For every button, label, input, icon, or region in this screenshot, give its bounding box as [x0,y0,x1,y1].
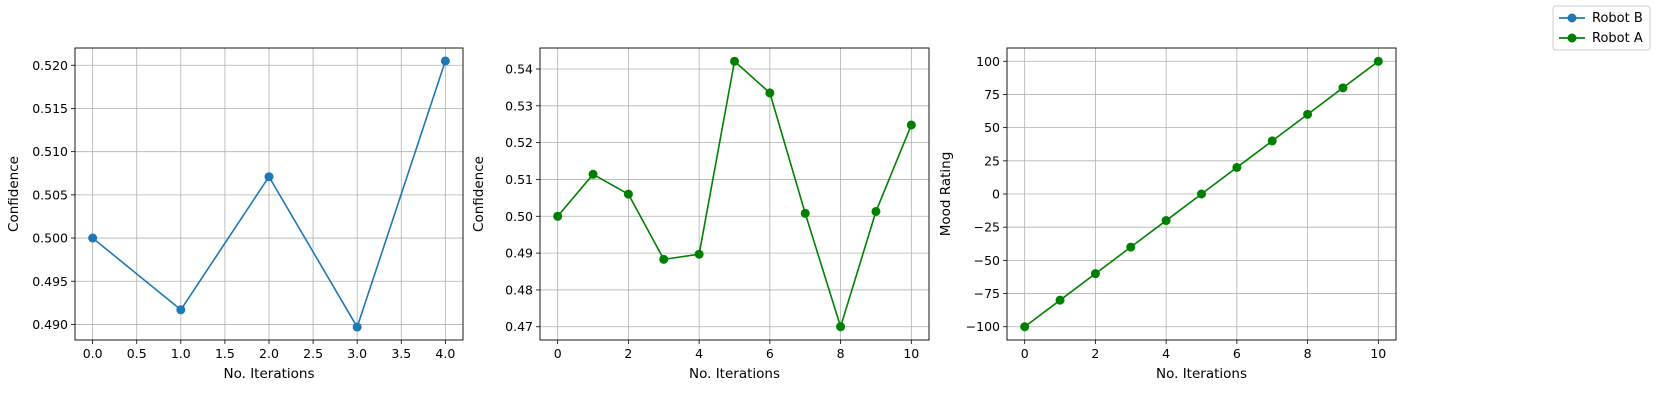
x-tick-label: 2 [1091,346,1099,361]
y-tick-label: 0.520 [32,58,68,73]
data-point [836,322,846,332]
legend-label-robot-b: Robot B [1592,11,1643,26]
y-tick-label: 0.48 [505,282,533,297]
data-point [1090,269,1100,279]
x-tick-label: 1.5 [215,346,235,361]
data-point [1055,295,1065,305]
middle-confidence-plot: 0 2 4 6 8 10 0.47 0.48 0.49 0.50 0.51 0.52 0.53 0.54 N… [471,47,930,382]
y-tick-label: −75 [974,286,1000,301]
legend: Robot B Robot A [1552,5,1651,51]
y-tick-label: 0.50 [505,209,533,224]
y-tick-label: 50 [984,120,1000,135]
y-axis-label: Mood Rating [938,152,954,237]
data-point [1232,162,1242,172]
data-point [659,254,669,264]
data-point [553,211,563,221]
data-point [440,56,450,66]
data-point [1197,189,1206,199]
y-tick-label: 0.495 [32,274,68,289]
y-tick-label: −50 [974,253,1000,268]
x-tick-label: 3.0 [347,346,367,361]
y-tick-label: 0.500 [32,231,68,246]
y-tick-label: 0.54 [505,61,533,76]
x-tick-label: 2.5 [303,346,323,361]
data-point [1161,216,1171,226]
y-tick-label: 0.52 [505,135,533,150]
axes-frame [1006,47,1397,341]
data-point [765,88,775,98]
x-tick-label: 2.0 [259,346,279,361]
y-tick-label: 0.51 [505,172,533,187]
data-point [588,169,598,179]
x-tick-label: 8 [1304,346,1312,361]
y-tick-label: 0.490 [32,317,68,332]
data-point [694,249,704,259]
x-tick-label: 4 [695,346,703,361]
y-axis-label: Confidence [6,156,22,232]
legend-marker-robot-a [1567,33,1577,43]
x-tick-label: 0.0 [83,346,103,361]
axes-frame [539,47,930,341]
right-mood-rating-plot: 0 2 4 6 8 10 −100 −75 −50 −25 0 25 50 75 100 No. Iterat… [938,47,1397,382]
data-point [730,56,739,66]
y-tick-label: 0.47 [505,319,533,334]
y-tick-label: 25 [984,153,1000,168]
data-point [88,233,98,243]
data-point [1020,322,1030,332]
left-confidence-plot: 0.0 0.5 1.0 1.5 2.0 2.5 3.0 3.5 4.0 0.490 0.495 0.5… [6,47,464,382]
x-tick-label: 1.0 [171,346,191,361]
data-point [1126,242,1136,252]
y-axis-label: Confidence [471,156,487,232]
x-tick-label: 0 [554,346,562,361]
data-point [176,305,186,315]
x-tick-label: 0 [1021,346,1029,361]
x-tick-label: 3.5 [391,346,411,361]
y-tick-label: 0 [992,187,1000,202]
legend-frame [1552,5,1651,51]
data-point [906,120,916,130]
x-axis-label: No. Iterations [1156,366,1247,382]
y-tick-label: 75 [984,87,1000,102]
x-tick-label: 4.0 [435,346,455,361]
data-point [352,322,362,332]
y-tick-label: 0.510 [32,144,68,159]
x-axis-label: No. Iterations [224,366,315,382]
data-point [871,206,881,216]
data-point [800,208,810,218]
y-tick-label: 100 [976,54,1000,69]
data-point [623,189,633,199]
x-tick-label: 0.5 [127,346,147,361]
data-point [264,172,274,182]
y-tick-label: 0.515 [32,101,68,116]
legend-label-robot-a: Robot A [1592,31,1643,46]
y-tick-label: 0.53 [505,98,533,113]
x-tick-label: 4 [1162,346,1170,361]
x-tick-label: 8 [837,346,845,361]
legend-marker-robot-b [1567,13,1577,23]
data-point [1373,56,1383,66]
y-tick-label: −25 [974,220,1000,235]
x-tick-label: 10 [1370,346,1386,361]
y-tick-label: 0.505 [32,187,68,202]
x-tick-label: 10 [903,346,919,361]
axes-frame [74,47,464,341]
y-tick-label: 0.49 [505,246,533,261]
data-point [1303,109,1313,119]
x-tick-label: 6 [766,346,774,361]
y-tick-label: −100 [966,319,1000,334]
x-tick-label: 2 [624,346,632,361]
x-axis-label: No. Iterations [689,366,780,382]
data-point [1267,136,1277,146]
x-tick-label: 6 [1233,346,1241,361]
data-point [1338,83,1348,93]
